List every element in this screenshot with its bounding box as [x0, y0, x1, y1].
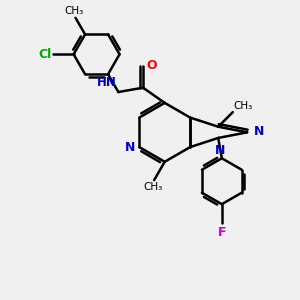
Text: Cl: Cl	[38, 48, 52, 61]
Text: CH₃: CH₃	[143, 182, 162, 192]
Text: N: N	[124, 141, 135, 154]
Text: CH₃: CH₃	[64, 6, 84, 16]
Text: F: F	[218, 226, 226, 239]
Text: HN: HN	[97, 76, 117, 88]
Text: CH₃: CH₃	[233, 101, 253, 111]
Text: N: N	[254, 125, 264, 138]
Text: N: N	[214, 144, 225, 157]
Text: O: O	[146, 59, 157, 72]
